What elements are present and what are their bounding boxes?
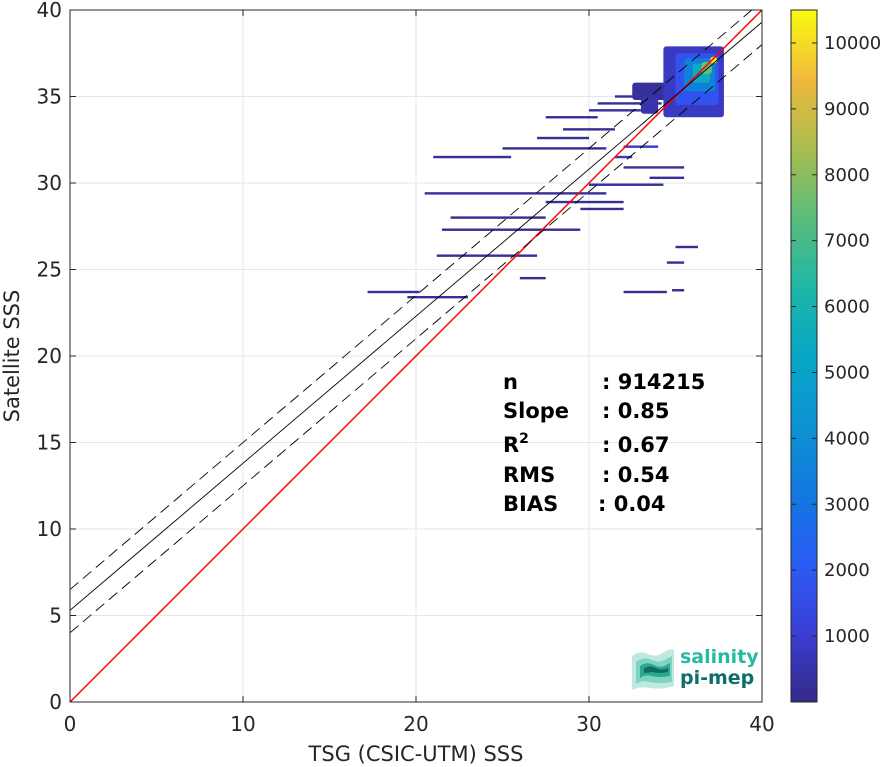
colorbar-tick-label: 2000 xyxy=(824,560,870,581)
density-segment xyxy=(563,128,615,131)
density-segment xyxy=(623,290,667,294)
density-segment xyxy=(545,200,624,204)
density-segment xyxy=(623,145,659,148)
density-segment xyxy=(537,136,589,140)
density-segment xyxy=(649,176,685,180)
stat-label-bias: BIAS xyxy=(503,492,558,516)
colorbar-frame xyxy=(790,9,818,703)
colorbar-ticks: 1000 2000 3000 4000 5000 6000 7000 8000 9000 1000… xyxy=(791,33,881,647)
colorbar-tick-label: 9000 xyxy=(824,99,870,120)
stat-value-slope: : 0.85 xyxy=(602,399,670,423)
colorbar-tick-label: 8000 xyxy=(824,165,870,186)
colorbar-tick-label: 5000 xyxy=(824,362,870,383)
density-segment xyxy=(545,116,598,119)
colorbar-tick-label: 1000 xyxy=(824,626,870,647)
x-tick-label: 0 xyxy=(64,712,77,736)
reference-lines xyxy=(70,10,762,702)
stat-value-n: : 914215 xyxy=(602,370,705,394)
stat-label-n: n xyxy=(503,370,518,394)
line-regression-std xyxy=(70,10,753,590)
density-segment xyxy=(666,261,685,264)
stat-label-rms: RMS xyxy=(503,463,555,487)
x-tick-label: 20 xyxy=(403,712,428,736)
stat-value-rms: : 0.54 xyxy=(602,463,670,487)
density-segment xyxy=(580,207,624,211)
y-tick-label: 15 xyxy=(37,431,62,455)
wave-layers-icon xyxy=(632,649,674,690)
density-segment xyxy=(519,276,546,280)
y-tick-label: 30 xyxy=(37,171,62,195)
colorbar xyxy=(791,10,817,702)
salinity-pi-mep-logo: salinity pi-mep xyxy=(632,646,759,690)
y-axis-title: Satellite SSS xyxy=(0,290,24,423)
density-segment xyxy=(675,245,698,249)
line-regression-std xyxy=(70,44,762,634)
axis-ticks: 0 10 20 30 40 0 5 10 15 20 25 30 35 40 xyxy=(37,0,775,736)
colorbar-tick-label: 3000 xyxy=(824,494,870,515)
y-tick-label: 40 xyxy=(37,0,62,22)
density-segment xyxy=(367,290,420,294)
y-tick-label: 0 xyxy=(49,690,62,714)
density-segment xyxy=(672,289,685,292)
stat-value-bias: : 0.04 xyxy=(598,492,666,516)
x-tick-label: 10 xyxy=(230,712,255,736)
y-tick-label: 20 xyxy=(37,344,62,368)
logo-text-salinity: salinity xyxy=(680,646,759,668)
y-tick-label: 35 xyxy=(37,85,62,109)
x-axis-title: TSG (CSIC-UTM) SSS xyxy=(308,742,524,766)
y-tick-label: 25 xyxy=(37,258,62,282)
stat-superscript: 2 xyxy=(519,431,529,447)
stat-value-r: : 0.67 xyxy=(602,433,670,457)
density-segment xyxy=(623,166,685,169)
stat-label-slope: Slope xyxy=(503,399,569,423)
x-tick-label: 40 xyxy=(749,712,774,736)
density-segment xyxy=(450,216,546,219)
density-segment xyxy=(424,192,607,195)
density-segment xyxy=(441,228,581,231)
density-segment xyxy=(597,102,662,105)
y-tick-label: 10 xyxy=(37,517,62,541)
logo-text-pi-mep: pi-mep xyxy=(680,667,754,689)
line-regression xyxy=(70,21,762,611)
density-segment xyxy=(433,155,512,159)
colorbar-tick-label: 10000 xyxy=(824,33,881,54)
colorbar-tick-label: 6000 xyxy=(824,297,870,318)
colorbar-tick-label: 4000 xyxy=(824,428,870,449)
line-1-1 xyxy=(70,10,762,702)
density-segment xyxy=(614,155,633,159)
density-segment xyxy=(407,295,468,299)
density-segment xyxy=(589,109,641,112)
density-segment xyxy=(589,183,664,186)
y-tick-label: 5 xyxy=(49,604,62,628)
density-segment xyxy=(502,147,607,150)
density-blob xyxy=(640,96,659,114)
colorbar-tick-label: 7000 xyxy=(824,231,870,252)
x-tick-label: 30 xyxy=(576,712,601,736)
